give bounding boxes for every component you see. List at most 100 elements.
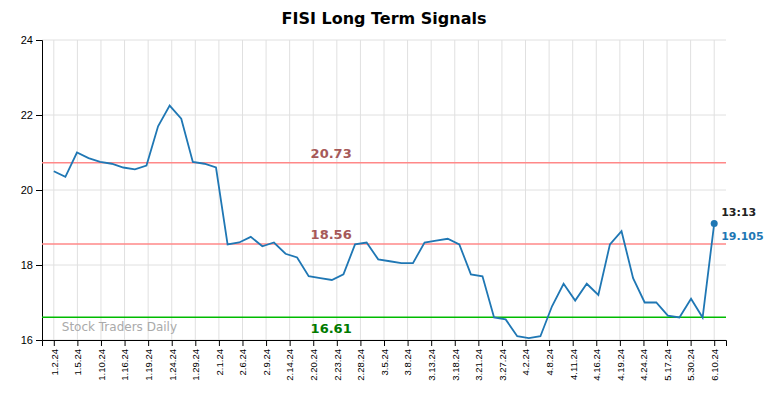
- tick: 16: [21, 334, 42, 346]
- grid-line-x: [313, 40, 314, 340]
- tick: 2.9.24: [261, 340, 272, 375]
- grid-line-x: [195, 40, 196, 340]
- tick-label: 4.11.24: [568, 349, 579, 380]
- grid-line-x: [431, 40, 432, 340]
- tick-label: 4.24.24: [638, 349, 649, 381]
- grid-line-x: [336, 40, 337, 340]
- tick: 4.16.24: [591, 340, 602, 381]
- tick-label: 24: [21, 34, 33, 46]
- tick-mark: [337, 340, 338, 346]
- tick: 4.8.24: [544, 340, 555, 375]
- tick-mark: [219, 340, 220, 346]
- tick-label: 5.17.24: [662, 349, 673, 381]
- tick-mark: [36, 340, 42, 341]
- tick-mark: [526, 340, 527, 346]
- tick-mark: [549, 340, 550, 346]
- tick-mark: [36, 265, 42, 266]
- last-value: 19.105: [721, 230, 763, 243]
- tick-mark: [431, 340, 432, 346]
- tick-label: 1.16.24: [119, 349, 130, 381]
- tick-mark: [667, 340, 668, 346]
- tick: 2.28.24: [355, 340, 366, 381]
- tick: 24: [21, 34, 42, 46]
- tick-label: 2.20.24: [308, 349, 319, 381]
- x-axis: 1.2.241.5.241.10.241.16.241.19.241.24.24…: [43, 340, 727, 381]
- grid-line-x: [384, 40, 385, 340]
- hline: [42, 162, 726, 164]
- tick-mark: [313, 340, 314, 346]
- tick-label: 2.23.24: [332, 349, 343, 381]
- hline: [42, 243, 726, 245]
- tick-label: 3.18.24: [450, 349, 461, 381]
- hline: [42, 316, 726, 318]
- tick-label: 22: [21, 109, 33, 121]
- tick: 1.19.24: [143, 340, 154, 381]
- tick-label: 2.1.24: [214, 349, 225, 375]
- tick-label: 2.28.24: [355, 349, 366, 381]
- tick-mark: [573, 340, 574, 346]
- hline-label: 18.56: [311, 227, 352, 242]
- grid-line-x: [690, 40, 691, 340]
- tick: 1.16.24: [119, 340, 130, 381]
- tick-mark: [36, 190, 42, 191]
- grid-line-x: [407, 40, 408, 340]
- grid-line-x: [242, 40, 243, 340]
- tick-mark: [596, 340, 597, 346]
- tick-mark: [691, 340, 692, 346]
- tick-label: 16: [21, 334, 33, 346]
- tick-label: 2.6.24: [237, 349, 248, 375]
- tick: 22: [21, 109, 42, 121]
- tick: 3.21.24: [473, 340, 484, 381]
- grid-line-x: [525, 40, 526, 340]
- tick-label: 5.30.24: [685, 349, 696, 381]
- tick-label: 1.29.24: [190, 349, 201, 381]
- tick: 3.8.24: [402, 340, 413, 375]
- grid-line-x: [171, 40, 172, 340]
- grid-line-x: [77, 40, 78, 340]
- tick-mark: [195, 340, 196, 346]
- tick-mark: [266, 340, 267, 346]
- watermark: Stock Traders Daily: [62, 320, 177, 334]
- tick: 3.13.24: [426, 340, 437, 381]
- plot-area: [42, 106, 726, 339]
- title: FISI Long Term Signals: [282, 9, 487, 28]
- tick-label: 4.16.24: [591, 349, 602, 381]
- tick-label: 6.10.24: [709, 349, 720, 381]
- grid-line-x: [266, 40, 267, 340]
- tick: 2.20.24: [308, 340, 319, 381]
- tick-mark: [384, 340, 385, 346]
- tick: 3.18.24: [450, 340, 461, 381]
- tick: 1.10.24: [96, 340, 107, 381]
- tick-mark: [478, 340, 479, 346]
- tick-label: 3.27.24: [497, 349, 508, 381]
- hline-label: 20.73: [311, 146, 352, 161]
- tick-label: 1.2.24: [49, 349, 60, 375]
- tick-mark: [172, 340, 173, 346]
- grid-line-x: [714, 40, 715, 340]
- tick-label: 18: [21, 259, 33, 271]
- tick-label: 2.14.24: [284, 349, 295, 381]
- tick-label: 3.21.24: [473, 349, 484, 381]
- tick-mark: [36, 115, 42, 116]
- grid-line-x: [619, 40, 620, 340]
- grid-line-x: [667, 40, 668, 340]
- grid-line-x: [643, 40, 644, 340]
- tick: 1.2.24: [49, 340, 60, 375]
- grid-line-x: [501, 40, 502, 340]
- tick-label: 1.10.24: [96, 349, 107, 381]
- tick-mark: [242, 340, 243, 346]
- tick: 3.5.24: [379, 340, 390, 375]
- tick-label: 3.5.24: [379, 349, 390, 375]
- grid-line-x: [478, 40, 479, 340]
- grid-line-x: [360, 40, 361, 340]
- tick: 20: [21, 184, 42, 196]
- tick: 2.6.24: [237, 340, 248, 375]
- tick-mark: [77, 340, 78, 346]
- tick-mark: [714, 340, 715, 346]
- tick-mark: [101, 340, 102, 346]
- tick: 3.27.24: [497, 340, 508, 381]
- y-axis: 16 18 20 22 24: [21, 34, 43, 346]
- grid-line-x: [124, 40, 125, 340]
- tick-label: 1.19.24: [143, 349, 154, 381]
- tick: 2.23.24: [332, 340, 343, 381]
